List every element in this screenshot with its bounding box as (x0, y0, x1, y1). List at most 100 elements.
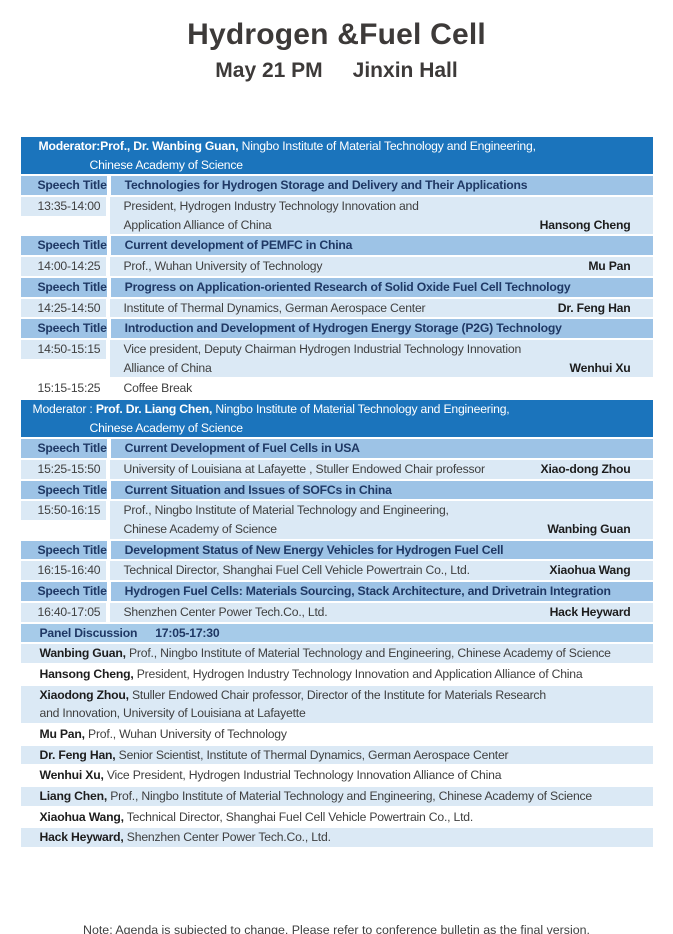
talk-detail-row: 15:25-15:50 University of Louisiana at L… (20, 460, 653, 479)
talk-desc: Alliance of China (123, 360, 212, 375)
moderator-line1: Moderator:Prof., Dr. Wanbing Guan, Ningb… (21, 137, 653, 156)
moderator-line1: Moderator : Prof. Dr. Liang Chen, Ningbo… (21, 400, 653, 419)
speech-title-row: Speech Title Current Development of Fuel… (20, 439, 653, 458)
panelist-row: Xiaohua Wang, Technical Director, Shangh… (20, 807, 653, 827)
speech-title-row: Speech Title Current Situation and Issue… (20, 480, 653, 500)
talk-desc: Vice president, Deputy Chairman Hydrogen… (123, 341, 522, 356)
time-label: 15:15-15:25 (20, 379, 106, 398)
talk-desc: University of Louisiana at Lafayette , S… (123, 462, 486, 476)
time-label: 13:35-14:00 (20, 197, 106, 216)
panelist-row: Wenhui Xu, Vice President, Hydrogen Indu… (20, 766, 653, 785)
talk-desc: Institute of Thermal Dynamics, German Ae… (123, 300, 426, 315)
panelist-row: Hansong Cheng, President, Hydrogen Indus… (20, 664, 653, 684)
panelist-name: Dr. Feng Han, (39, 747, 116, 762)
moderator-header-1: Moderator:Prof., Dr. Wanbing Guan, Ningb… (20, 137, 653, 175)
panelist-row: Wanbing Guan, Prof., Ningbo Institute of… (20, 644, 653, 663)
talk-detail-cell: University of Louisiana at Lafayette , S… (109, 460, 653, 479)
coffee-break-row: 15:15-15:25 Coffee Break (20, 379, 653, 398)
talk-detail-cell: Prof., Wuhan University of Technology Mu … (109, 257, 653, 276)
moderator-affiliation: Ningbo Institute of Material Technology … (212, 401, 510, 416)
panelist-detail: Technical Director, Shanghai Fuel Cell V… (123, 809, 474, 824)
talk-title: Development Status of New Energy Vehicle… (110, 540, 653, 560)
talk-detail-row: 14:00-14:25 Prof., Wuhan University of T… (20, 257, 653, 276)
speech-title-label: Speech Title (20, 582, 107, 601)
talk-title: Progress on Application-oriented Researc… (110, 277, 653, 297)
talk-detail-cell: Vice president, Deputy Chairman Hydrogen… (109, 339, 653, 378)
talk-desc-line2: Alliance of China Wenhui Xu (124, 359, 631, 378)
column-gap (106, 176, 111, 196)
talk-detail-cell: President, Hydrogen Industry Technology … (109, 197, 653, 235)
speech-title-row: Speech Title Development Status of New E… (20, 540, 653, 560)
speaker-name: Xiao-dong Zhou (540, 462, 631, 476)
panelist-detail: Senior Scientist, Institute of Thermal D… (115, 747, 509, 762)
talk-desc: Technical Director, Shanghai Fuel Cell V… (123, 563, 471, 578)
talk-title: Current Development of Fuel Cells in USA (110, 439, 653, 458)
column-gap (105, 197, 110, 235)
talk-desc-line2: Application Alliance of China Hansong Che… (124, 216, 631, 235)
moderator-label: Moderator : (32, 401, 96, 416)
time-label: 16:40-17:05 (20, 602, 106, 622)
panelist-name: Liang Chen, (39, 789, 108, 803)
talk-title: Introduction and Development of Hydrogen… (110, 319, 653, 338)
talk-desc: Prof., Ningbo Institute of Material Tech… (123, 503, 449, 518)
speaker-name: Dr. Feng Han (557, 300, 631, 315)
time-label: 14:25-14:50 (20, 298, 106, 318)
panelist-detail: Vice President, Hydrogen Industrial Tech… (103, 768, 502, 783)
moderator-header-2: Moderator : Prof. Dr. Liang Chen, Ningbo… (20, 399, 653, 438)
talk-title: Technologies for Hydrogen Storage and De… (110, 176, 653, 196)
panelist-name: Xiaohua Wang, (39, 809, 124, 824)
column-gap (105, 298, 110, 318)
speech-title-label: Speech Title (20, 236, 107, 256)
talk-desc-line2: Chinese Academy of Science Wanbing Guan (124, 520, 631, 539)
speaker-name: Hack Heyward (549, 604, 631, 619)
panel-label: Panel Discussion (39, 625, 138, 640)
panelist-detail: Shenzhen Center Power Tech.Co., Ltd. (123, 830, 331, 845)
talk-desc: Prof., Wuhan University of Technology (123, 259, 323, 274)
panelist-row: Hack Heyward, Shenzhen Center Power Tech… (20, 828, 653, 848)
column-gap (105, 460, 110, 479)
subtitle-date: May 21 PM (215, 59, 323, 82)
panelist-cell: Mu Pan, Prof., Wuhan University of Techn… (21, 725, 653, 744)
time-label: 14:00-14:25 (20, 257, 106, 276)
talk-detail-cell: Shenzhen Center Power Tech.Co., Ltd. Hack… (109, 602, 653, 622)
panelist-name: Wanbing Guan, (39, 646, 127, 661)
agenda-table: Moderator:Prof., Dr. Wanbing Guan, Ningb… (20, 137, 653, 848)
panelist-cell: Wanbing Guan, Prof., Ningbo Institute of… (21, 644, 653, 663)
panelist-detail: Stuller Endowed Chair professor, Directo… (128, 687, 546, 702)
column-gap (106, 540, 111, 560)
talk-detail-cell: Technical Director, Shanghai Fuel Cell V… (109, 561, 653, 581)
time-label: 14:50-15:15 (20, 339, 106, 359)
talk-desc: Application Alliance of China (123, 217, 272, 232)
talk-detail-cell: Prof., Ningbo Institute of Material Tech… (109, 501, 653, 539)
panelist-name: Hack Heyward, (39, 830, 124, 845)
talk-title: Hydrogen Fuel Cells: Materials Sourcing,… (110, 582, 653, 601)
moderator-name: Prof. Dr. Liang Chen, (95, 401, 213, 416)
speech-title-label: Speech Title (20, 176, 107, 196)
speaker-name: Mu Pan (588, 259, 631, 274)
page-title: Hydrogen &Fuel Cell (187, 18, 486, 51)
time-label: 15:50-16:15 (20, 501, 106, 521)
panelist-cell: Hansong Cheng, President, Hydrogen Indus… (21, 665, 653, 684)
panelist-cell: Dr. Feng Han, Senior Scientist, Institut… (21, 746, 653, 765)
page-subtitle: May 21 PM Jinxin Hall (0, 59, 673, 83)
moderator-line2: Chinese Academy of Science (89, 420, 244, 435)
talk-desc: Chinese Academy of Science (123, 522, 278, 537)
panelist-cell: Xiaodong Zhou, Stuller Endowed Chair pro… (21, 686, 653, 723)
talk-detail-row: 14:50-15:15 Vice president, Deputy Chair… (20, 339, 653, 378)
speech-title-row: Speech Title Technologies for Hydrogen S… (20, 176, 653, 196)
agenda-note: Note: Agenda is subjected to change. Ple… (83, 923, 590, 934)
talk-title: Current development of PEMFC in China (110, 236, 653, 256)
speech-title-label: Speech Title (20, 439, 107, 458)
column-gap (106, 236, 111, 256)
speaker-name: Hansong Cheng (539, 217, 631, 232)
talk-detail-row: 15:50-16:15 Prof., Ningbo Institute of M… (20, 501, 653, 539)
time-label: 16:15-16:40 (20, 561, 106, 581)
panelist-row: Liang Chen, Prof., Ningbo Institute of M… (20, 787, 653, 806)
panelist-cell: Liang Chen, Prof., Ningbo Institute of M… (21, 787, 653, 806)
panelist-detail: Prof., Wuhan University of Technology (84, 726, 287, 741)
time-label: 15:25-15:50 (20, 460, 106, 479)
talk-detail-cell: Institute of Thermal Dynamics, German Ae… (109, 298, 653, 318)
panelist-row: Xiaodong Zhou, Stuller Endowed Chair pro… (20, 685, 653, 723)
moderator-line2: Chinese Academy of Science (89, 157, 244, 172)
speech-title-label: Speech Title (20, 319, 107, 338)
